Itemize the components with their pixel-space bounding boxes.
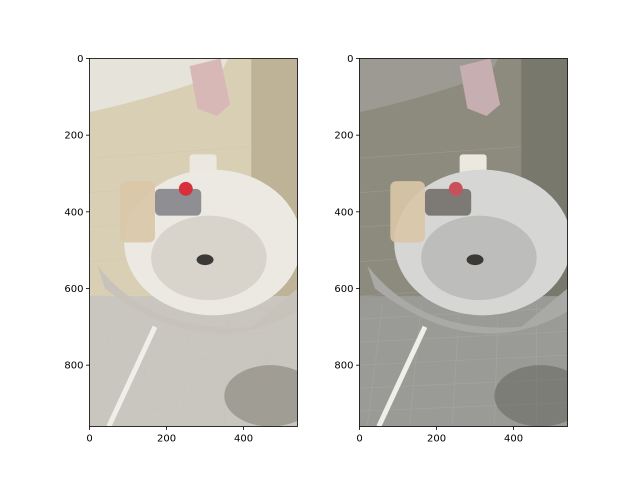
floor-shadow	[494, 365, 568, 427]
axes-frame	[89, 58, 298, 427]
x-tick-label: 200	[427, 434, 446, 445]
drain-pipe	[376, 325, 428, 427]
tile-grout-line	[409, 303, 422, 427]
tile-grout-line	[359, 402, 568, 412]
sink-drain	[466, 254, 484, 266]
hanging-towel	[189, 58, 231, 116]
reconstructed-render-bathroom-sink	[359, 58, 568, 427]
y-tick-label: 200	[334, 131, 353, 142]
y-tick-label: 600	[334, 284, 353, 295]
soap-bottle	[120, 181, 155, 243]
tile-grout-line	[96, 303, 113, 427]
y-tick-label: 800	[64, 361, 83, 372]
y-tick-label: 400	[334, 207, 353, 218]
axes-left: 0 200 400 0 200 400 600 800	[64, 54, 298, 445]
tile-grout-line	[494, 303, 499, 427]
y-tick-label: 600	[64, 284, 83, 295]
photo-bathroom-sink	[89, 58, 298, 427]
tile-grout-line	[89, 354, 298, 366]
faucet	[424, 188, 472, 216]
wall-tile-line	[359, 146, 522, 159]
x-tick-label: 0	[356, 434, 362, 445]
tile-grout-line	[359, 378, 568, 389]
tile-grout-line	[89, 331, 298, 343]
x-tick-label: 200	[157, 434, 176, 445]
tile-grout-line	[359, 331, 568, 343]
axes-right: 0 200 400 0 200 400 600 800	[334, 54, 568, 445]
tile-grout-line	[89, 402, 298, 412]
faucet-red-knob	[448, 181, 463, 196]
faucet-red-knob	[178, 181, 193, 196]
y-tick-label: 400	[64, 207, 83, 218]
tile-grout-line	[224, 303, 229, 427]
tile-grout-line	[366, 303, 383, 427]
wall-tile-line	[89, 146, 252, 159]
x-tick-label: 400	[234, 434, 253, 445]
sink-drain	[196, 254, 214, 266]
axes-frame	[359, 58, 568, 427]
y-tick-label: 0	[77, 54, 83, 65]
drain-pipe	[106, 325, 158, 427]
x-tick-label: 0	[86, 434, 92, 445]
x-tick-label: 400	[504, 434, 523, 445]
tile-grout-line	[359, 354, 568, 366]
faucet	[154, 188, 202, 216]
hanging-towel	[459, 58, 501, 116]
tile-grout-line	[139, 303, 152, 427]
tile-grout-line	[89, 378, 298, 389]
y-tick-label: 800	[334, 361, 353, 372]
y-tick-label: 0	[347, 54, 353, 65]
floor-shadow	[224, 365, 298, 427]
y-tick-label: 200	[64, 131, 83, 142]
soap-bottle	[390, 181, 425, 243]
